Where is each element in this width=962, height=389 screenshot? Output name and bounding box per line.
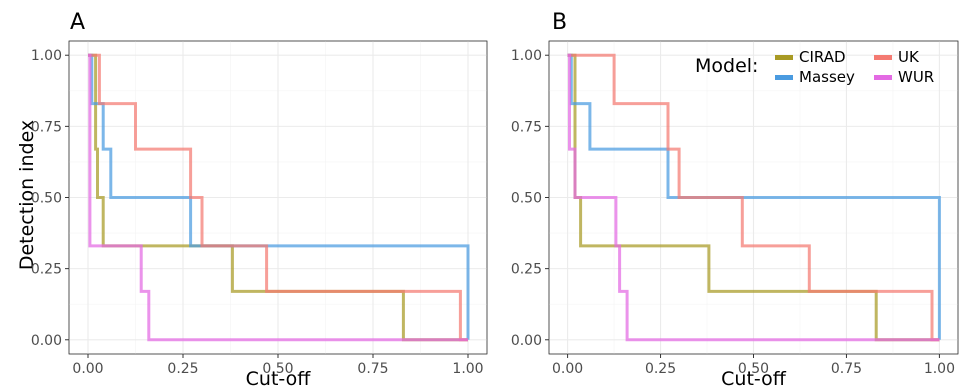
series-line-wur [88,53,468,342]
panel-b: B 0.00 0.25 0.50 0.75 1.00 0.00 0.25 0.50 0.75 1.0… [511,10,959,389]
x-axis-title: Cut-off [721,368,787,389]
x-tick-label: 0.50 [738,361,769,377]
legend-key-cirad [775,55,793,60]
y-tick-label: 0.75 [511,119,542,135]
x-axis-title: Cut-off [246,368,312,389]
series-line-wur [567,53,940,342]
y-tick-label: 0.00 [31,333,62,349]
series-line-uk [567,53,940,342]
x-tick-label: 0.25 [645,361,676,377]
y-tick-label: 0.00 [511,333,542,349]
y-tick-label: 1.00 [511,48,542,64]
series-line-massey [567,53,941,340]
legend-key-uk [874,55,892,60]
y-tick-label: 0.50 [31,191,62,207]
y-tick-label: 0.50 [511,191,542,207]
x-tick-label: 0.75 [831,361,862,377]
y-tick-label: 0.75 [31,119,62,135]
panel-a: A 0.00 0.25 0.50 0.75 1.00 0.00 0.25 0.50 0.75 1.0… [31,10,488,389]
y-tick-label: 0.25 [511,262,542,278]
series-line-uk [88,53,468,342]
legend-title: Model: [695,55,758,77]
legend-label-wur: WUR [898,68,934,86]
legend-label-uk: UK [898,48,920,66]
series-line-cirad [88,53,468,342]
y-tick-label: 1.00 [31,48,62,64]
panel-tag-b: B [552,10,567,35]
panel-tag-a: A [70,10,85,35]
legend-label-cirad: CIRAD [799,48,846,66]
legend: Model: CIRAD Massey UK WUR [695,48,934,86]
x-tick-label: 0.75 [357,361,388,377]
x-tick-label: 0.25 [167,361,198,377]
legend-key-massey [775,75,793,80]
y-axis-title: Detection index [16,120,38,270]
series-line-cirad [567,53,940,342]
legend-key-wur [874,75,892,80]
legend-label-massey: Massey [799,68,855,86]
x-tick-label: 1.00 [452,361,483,377]
x-tick-label: 0.50 [262,361,293,377]
x-tick-label: 0.00 [552,361,583,377]
x-tick-label: 0.00 [72,361,103,377]
y-tick-label: 0.25 [31,262,62,278]
series-line-massey [88,53,470,340]
x-tick-label: 1.00 [924,361,955,377]
